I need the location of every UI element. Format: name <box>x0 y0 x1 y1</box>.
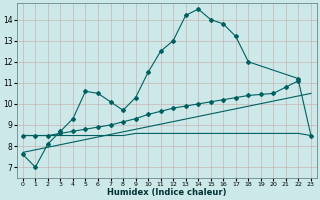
X-axis label: Humidex (Indice chaleur): Humidex (Indice chaleur) <box>107 188 227 197</box>
